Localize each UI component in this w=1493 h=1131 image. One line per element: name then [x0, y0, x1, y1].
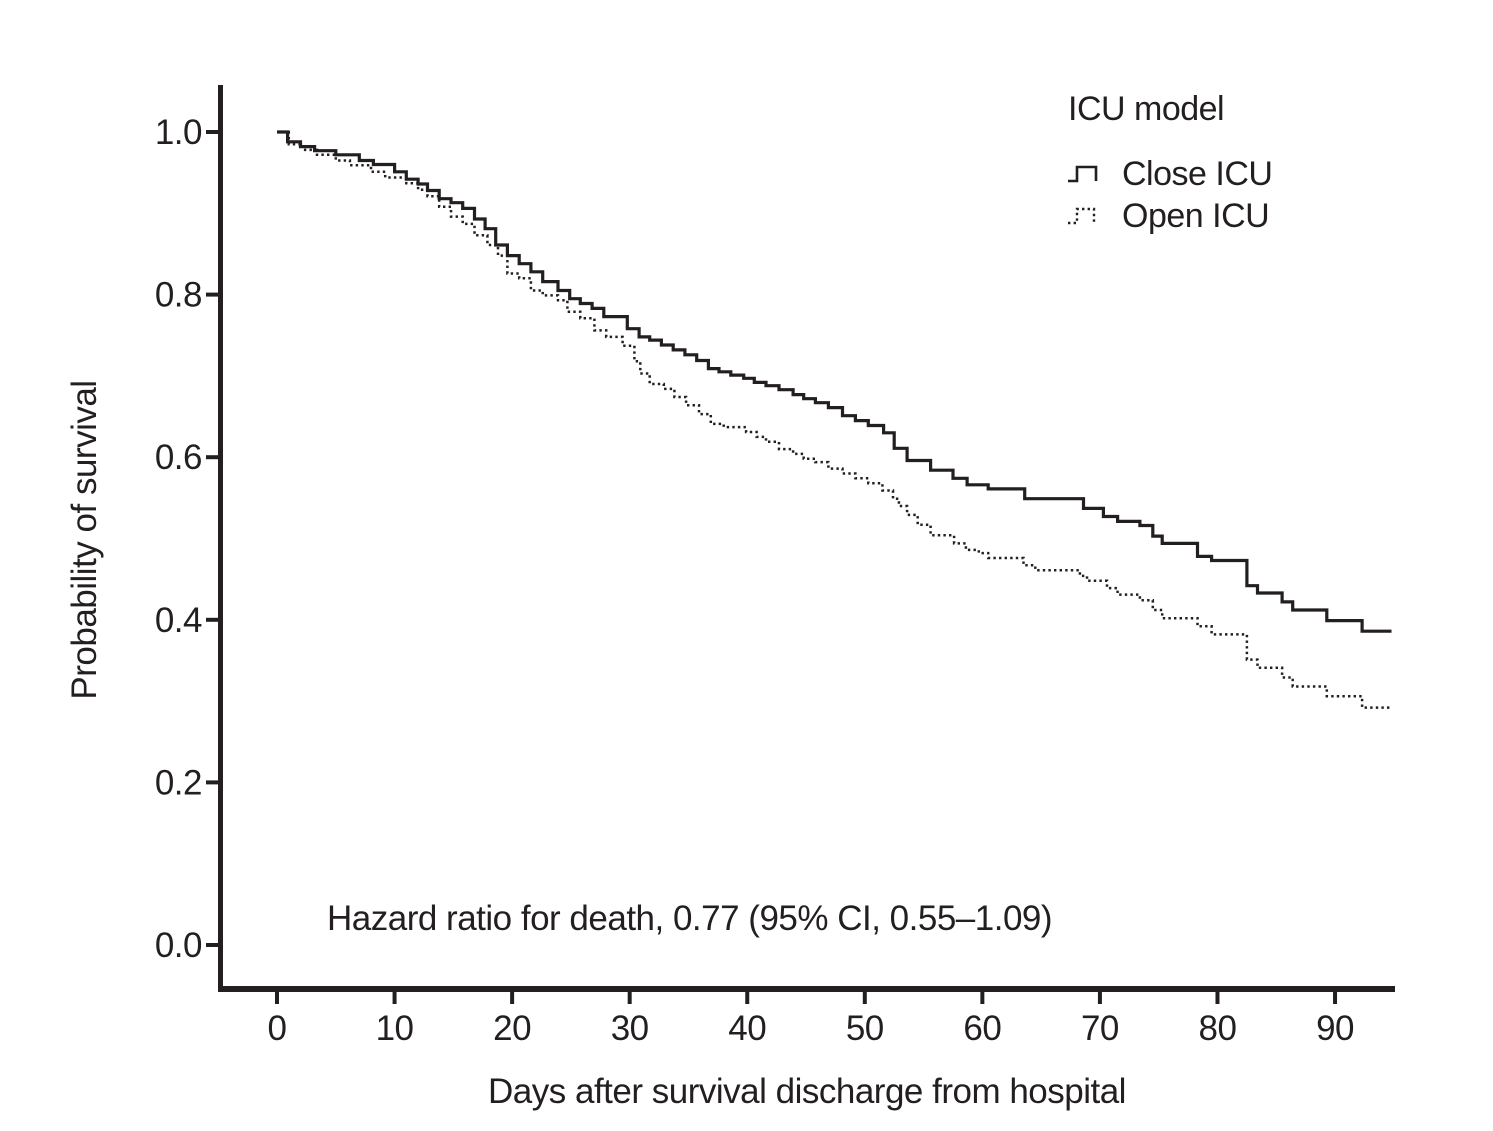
survival-curve-open-icu — [277, 130, 1391, 709]
y-tick-label: 1.0 — [155, 113, 202, 152]
y-tick-label: 0.4 — [155, 601, 202, 640]
step-line-solid-icon — [1068, 165, 1098, 183]
legend-item-label: Open ICU — [1122, 196, 1270, 235]
legend-item-close-icu: Close ICU — [1066, 153, 1273, 195]
legend-title: ICU model — [1068, 90, 1225, 128]
x-axis-title: Days after survival discharge from hospi… — [488, 1072, 1126, 1111]
x-tick-label: 50 — [846, 1009, 884, 1048]
x-tick-label: 90 — [1316, 1009, 1354, 1048]
x-tick-label: 70 — [1081, 1009, 1119, 1048]
legend-item-open-icu: Open ICU — [1066, 195, 1272, 237]
y-tick-label: 0.0 — [155, 926, 202, 965]
step-line-dotted-icon — [1068, 207, 1096, 225]
y-tick-label: 0.6 — [155, 438, 202, 477]
legend: ICU model Close ICU Open ICU — [1066, 90, 1273, 237]
x-tick-label: 80 — [1199, 1009, 1237, 1048]
y-tick-label: 0.8 — [155, 276, 202, 315]
legend-item-label: Close ICU — [1122, 154, 1273, 193]
y-tick-label: 0.2 — [155, 763, 202, 802]
x-tick-label: 10 — [376, 1009, 414, 1048]
x-tick-label: 0 — [268, 1009, 287, 1048]
x-tick-label: 40 — [728, 1009, 766, 1048]
survival-curve-close-icu — [277, 130, 1392, 633]
x-tick-label: 30 — [611, 1009, 649, 1048]
x-tick-label: 60 — [963, 1009, 1001, 1048]
hazard-ratio-annotation: Hazard ratio for death, 0.77 (95% CI, 0.… — [327, 899, 1053, 938]
y-axis-title: Probability of survival — [65, 380, 104, 700]
x-tick-label: 20 — [493, 1009, 531, 1048]
